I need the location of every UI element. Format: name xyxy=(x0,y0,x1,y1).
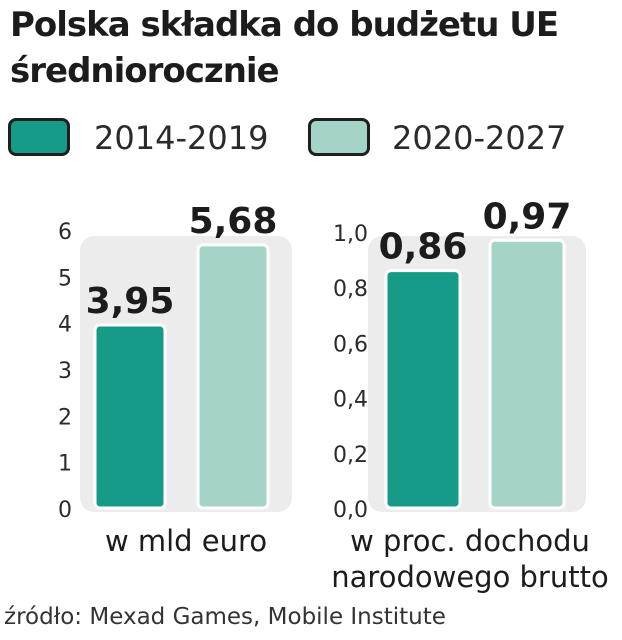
legend: 2014-2019 2020-2027 xyxy=(8,116,608,160)
chart-2-data-label-2014-2019: 0,86 xyxy=(379,227,468,268)
chart-1-y-tick-label: 5 xyxy=(58,266,72,291)
chart-1-y-tick-label: 6 xyxy=(58,220,72,245)
chart-2-bar-2014-2019 xyxy=(384,269,462,510)
chart-2-y-tick-label: 1,0 xyxy=(333,222,368,247)
legend-swatch-2020-2027 xyxy=(308,118,370,156)
legend-swatch-2014-2019 xyxy=(8,118,70,156)
chart-2-y-tick-label: 0,2 xyxy=(333,443,368,468)
chart-2-x-axis-label: w proc. dochodu xyxy=(350,524,590,558)
chart-2-data-label-2020-2027: 0,97 xyxy=(483,196,572,237)
chart-1-y-tick-label: 2 xyxy=(58,405,72,430)
chart-2-y-tick-label: 0,6 xyxy=(333,332,368,357)
chart-title: Polska składka do budżetu UE średniorocz… xyxy=(10,2,610,94)
chart-1-y-tick-label: 4 xyxy=(58,313,72,338)
chart-1-y-tick-label: 1 xyxy=(58,452,72,477)
legend-label-2020-2027: 2020-2027 xyxy=(392,119,567,157)
chart-1-x-axis-label: w mld euro xyxy=(105,524,267,558)
chart-1-y-tick-label: 0 xyxy=(58,498,72,523)
charts-canvas: 0 1 2 3 4 5 6 3,95 5,68 w mld euro 0,0 0,2 0,4 0,6 0,8… xyxy=(58,196,609,594)
title-line-2: średniorocznie xyxy=(10,51,280,91)
chart-1-y-tick-label: 3 xyxy=(58,359,72,384)
chart-2-x-axis-label: narodowego brutto xyxy=(331,560,608,594)
chart-2-bar-2020-2027 xyxy=(488,238,566,510)
chart-1-data-label-2014-2019: 3,95 xyxy=(86,281,175,322)
chart-2-y-tick-label: 0,8 xyxy=(333,277,368,302)
chart-1-bar-2020-2027 xyxy=(196,243,270,510)
title-line-1: Polska składka do budżetu UE xyxy=(10,5,559,45)
chart-1-bar-2014-2019 xyxy=(93,323,167,510)
chart-2-y-tick-label: 0,0 xyxy=(333,498,368,523)
chart-2-y-tick-label: 0,4 xyxy=(333,388,368,413)
chart-1-data-label-2020-2027: 5,68 xyxy=(189,201,278,242)
source-note: źródło: Mexad Games, Mobile Institute xyxy=(4,604,446,630)
legend-label-2014-2019: 2014-2019 xyxy=(94,119,269,157)
